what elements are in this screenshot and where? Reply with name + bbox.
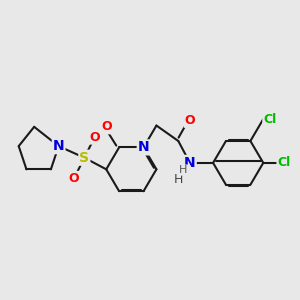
Text: H: H [174, 173, 183, 186]
Text: N: N [138, 140, 149, 154]
Text: O: O [101, 120, 112, 133]
Text: N: N [53, 139, 64, 153]
Text: N: N [184, 156, 196, 170]
Text: O: O [184, 114, 195, 127]
Text: O: O [89, 130, 100, 144]
Text: S: S [80, 151, 89, 165]
Text: Cl: Cl [278, 156, 291, 170]
Text: O: O [69, 172, 80, 185]
Text: H: H [179, 165, 188, 175]
Text: Cl: Cl [263, 112, 277, 126]
